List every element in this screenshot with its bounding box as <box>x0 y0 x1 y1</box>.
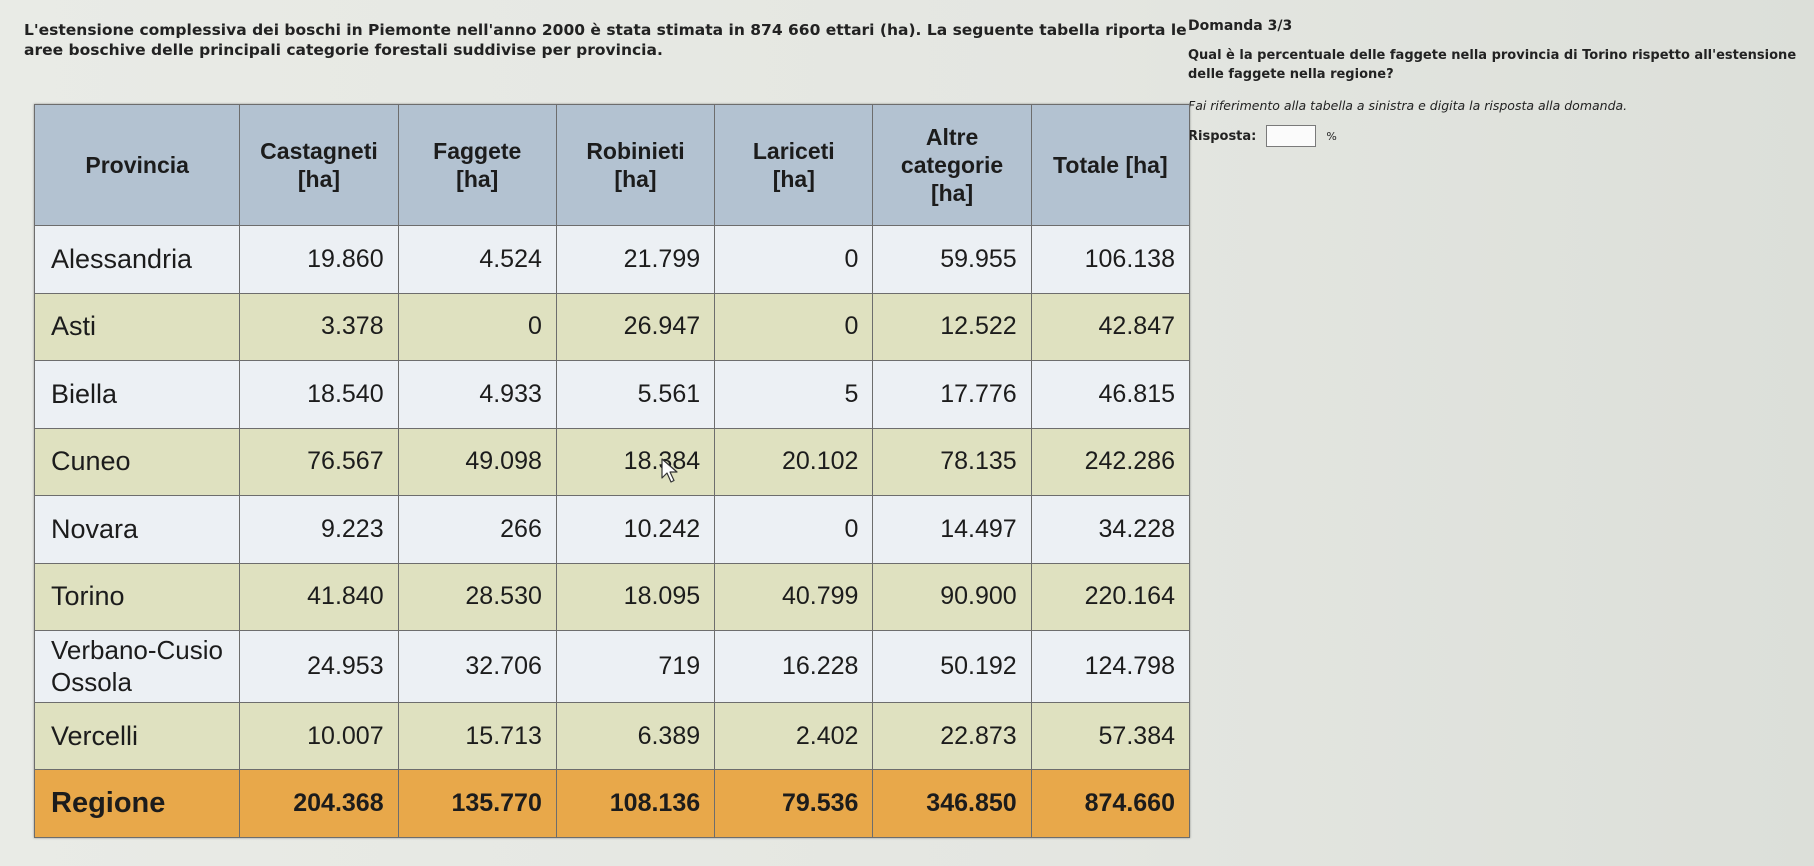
cell-value: 26.947 <box>555 292 716 361</box>
cell-value: 242.286 <box>1030 427 1191 496</box>
table-row: Biella 18.540 4.933 5.561 5 17.776 46.81… <box>33 360 1191 429</box>
cell-value: 4.933 <box>397 360 557 429</box>
header-robinieti: Robinieti [ha] <box>555 104 716 226</box>
cell-value: 0 <box>714 225 874 294</box>
cell-value: 18.384 <box>555 427 716 496</box>
cell-value: 106.138 <box>1030 225 1191 294</box>
header-faggete: Faggete [ha] <box>397 104 557 226</box>
cell-value: 57.384 <box>1030 701 1191 771</box>
header-castagneti: Castagneti [ha] <box>239 104 399 226</box>
cell-value: 15.713 <box>397 701 557 771</box>
table-row: Asti 3.378 0 26.947 0 12.522 42.847 <box>33 292 1191 361</box>
cell-value: 124.798 <box>1030 630 1191 703</box>
cell-provincia: Alessandria <box>33 225 241 294</box>
cell-total-value: 346.850 <box>872 769 1032 838</box>
cell-total-value: 874.660 <box>1030 769 1191 838</box>
table-row: Novara 9.223 266 10.242 0 14.497 34.228 <box>33 495 1191 564</box>
question-text: Qual è la percentuale delle faggete nell… <box>1188 48 1797 82</box>
cell-value: 4.524 <box>397 225 557 294</box>
cell-value: 0 <box>397 292 557 361</box>
cell-value: 76.567 <box>239 427 399 496</box>
cell-value: 34.228 <box>1030 495 1191 564</box>
table-row: Verbano-Cusio Ossola 24.953 32.706 719 1… <box>33 630 1191 703</box>
header-provincia: Provincia <box>33 104 241 226</box>
table-row: Cuneo 76.567 49.098 18.384 20.102 78.135… <box>33 427 1191 496</box>
cell-provincia: Verbano-Cusio Ossola <box>33 630 241 703</box>
cell-value: 18.095 <box>555 562 716 631</box>
table-total-row: Regione 204.368 135.770 108.136 79.536 3… <box>33 769 1191 838</box>
cell-provincia: Novara <box>33 495 241 564</box>
cell-value: 78.135 <box>872 427 1032 496</box>
cell-value: 266 <box>397 495 557 564</box>
cell-value: 3.378 <box>239 292 399 361</box>
cell-value: 10.242 <box>555 495 716 564</box>
cell-value: 6.389 <box>555 701 716 771</box>
cell-provincia: Cuneo <box>33 427 241 496</box>
header-lariceti: Lariceti [ha] <box>714 104 874 226</box>
cell-value: 46.815 <box>1030 360 1191 429</box>
cell-value: 28.530 <box>397 562 557 631</box>
cell-total-value: 204.368 <box>239 769 399 838</box>
forest-table-container: Provincia Castagneti [ha] Faggete [ha] R… <box>33 104 1191 838</box>
cell-value: 50.192 <box>872 630 1032 703</box>
cell-value: 220.164 <box>1030 562 1191 631</box>
cell-value: 16.228 <box>714 630 874 703</box>
instructions-text: Fai riferimento alla tabella a sinistra … <box>1188 98 1628 113</box>
header-totale: Totale [ha] <box>1030 104 1191 226</box>
answer-row: Risposta: % <box>1188 125 1798 147</box>
cell-value: 10.007 <box>239 701 399 771</box>
header-altre-categorie: Altre categorie [ha] <box>872 104 1032 226</box>
cell-value: 21.799 <box>555 225 716 294</box>
cell-value: 5 <box>714 360 874 429</box>
question-panel: Domanda 3/3 Qual è la percentuale delle … <box>1188 18 1798 147</box>
cell-value: 49.098 <box>397 427 557 496</box>
table-row: Torino 41.840 28.530 18.095 40.799 90.90… <box>33 562 1191 631</box>
cell-value: 5.561 <box>555 360 716 429</box>
answer-input[interactable] <box>1266 125 1317 147</box>
cell-value: 0 <box>714 495 874 564</box>
cell-provincia: Vercelli <box>33 701 241 771</box>
cell-value: 41.840 <box>239 562 399 631</box>
cell-total-value: 108.136 <box>555 769 716 838</box>
cell-regione: Regione <box>33 769 241 838</box>
cell-value: 9.223 <box>239 495 399 564</box>
cell-provincia: Asti <box>33 292 241 361</box>
cell-value: 0 <box>714 292 874 361</box>
cell-value: 90.900 <box>872 562 1032 631</box>
cell-value: 20.102 <box>714 427 874 496</box>
cell-value: 2.402 <box>714 701 874 771</box>
cell-value: 12.522 <box>872 292 1032 361</box>
cell-value: 18.540 <box>239 360 399 429</box>
cell-provincia: Torino <box>33 562 241 631</box>
cell-total-value: 79.536 <box>714 769 874 838</box>
cell-value: 42.847 <box>1030 292 1191 361</box>
intro-text: L'estensione complessiva dei boschi in P… <box>24 21 1187 59</box>
question-number: Domanda 3/3 <box>1188 18 1293 34</box>
cell-value: 32.706 <box>397 630 557 703</box>
cell-provincia: Biella <box>33 360 241 429</box>
answer-label: Risposta: <box>1188 128 1257 144</box>
cell-value: 719 <box>555 630 716 703</box>
cell-value: 14.497 <box>872 495 1032 564</box>
table-row: Vercelli 10.007 15.713 6.389 2.402 22.87… <box>33 701 1191 771</box>
forest-table: Provincia Castagneti [ha] Faggete [ha] R… <box>33 104 1191 838</box>
cell-value: 19.860 <box>239 225 399 294</box>
cell-total-value: 135.770 <box>397 769 557 838</box>
table-header-row: Provincia Castagneti [ha] Faggete [ha] R… <box>33 104 1191 226</box>
cell-value: 59.955 <box>872 225 1032 294</box>
table-row: Alessandria 19.860 4.524 21.799 0 59.955… <box>33 225 1191 294</box>
answer-unit: % <box>1326 129 1337 143</box>
cell-value: 17.776 <box>872 360 1032 429</box>
cell-value: 24.953 <box>239 630 399 703</box>
cell-value: 22.873 <box>872 701 1032 771</box>
cell-value: 40.799 <box>714 562 874 631</box>
